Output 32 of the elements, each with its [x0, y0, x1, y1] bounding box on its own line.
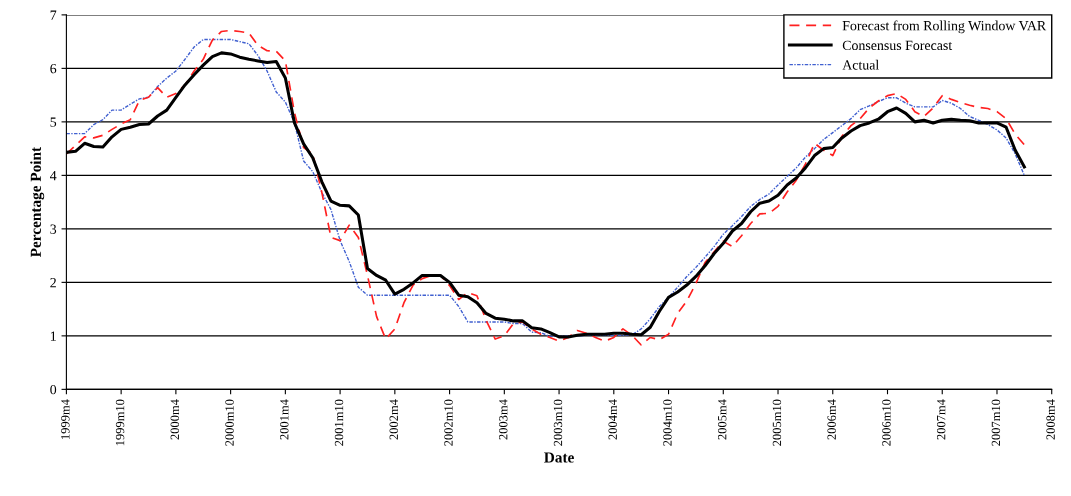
- x-tick-label: 2000m4: [170, 399, 180, 440]
- y-tick-label: 6: [50, 64, 57, 74]
- x-tick-label: 2003m10: [553, 399, 563, 446]
- x-tick-label: 2002m10: [444, 399, 453, 446]
- x-tick-label: 2002m4: [389, 399, 398, 440]
- x-tick-label: 2005m4: [717, 399, 727, 440]
- legend-label: Forecast from Rolling Window VAR: [842, 20, 1047, 34]
- x-tick-label: 2004m4: [608, 399, 617, 440]
- x-tick-label: 2005m10: [772, 399, 782, 446]
- x-tick-label: 1999m10: [115, 399, 125, 446]
- x-tick-label: 2001m4: [280, 399, 289, 440]
- y-axis-title: Percentage Point: [30, 146, 45, 258]
- x-tick-label: 2007m4: [936, 399, 946, 440]
- x-tick-label: 2006m10: [882, 399, 891, 446]
- y-tick-label: 7: [50, 10, 57, 20]
- x-tick-label: 2006m4: [827, 399, 836, 440]
- x-axis-title: Date: [544, 452, 574, 463]
- x-tick-label: 2004m10: [663, 399, 672, 446]
- x-tick-label: 2007m10: [991, 399, 1001, 446]
- y-tick-label: 0: [50, 384, 57, 395]
- y-tick-label: 1: [50, 331, 56, 341]
- legend-label: Consensus Forecast: [842, 40, 953, 51]
- y-tick-label: 4: [50, 171, 57, 181]
- x-tick-label: 2008m4: [1046, 399, 1055, 440]
- x-tick-label: 2000m10: [225, 399, 234, 446]
- x-tick-label: 2001m10: [334, 399, 344, 446]
- y-tick-label: 2: [50, 277, 56, 288]
- x-tick-label: 1999m4: [61, 399, 70, 439]
- y-tick-label: 3: [50, 224, 57, 234]
- legend-label: Actual: [842, 59, 879, 70]
- y-tick-label: 5: [50, 117, 57, 127]
- x-tick-label: 2003m4: [499, 399, 508, 440]
